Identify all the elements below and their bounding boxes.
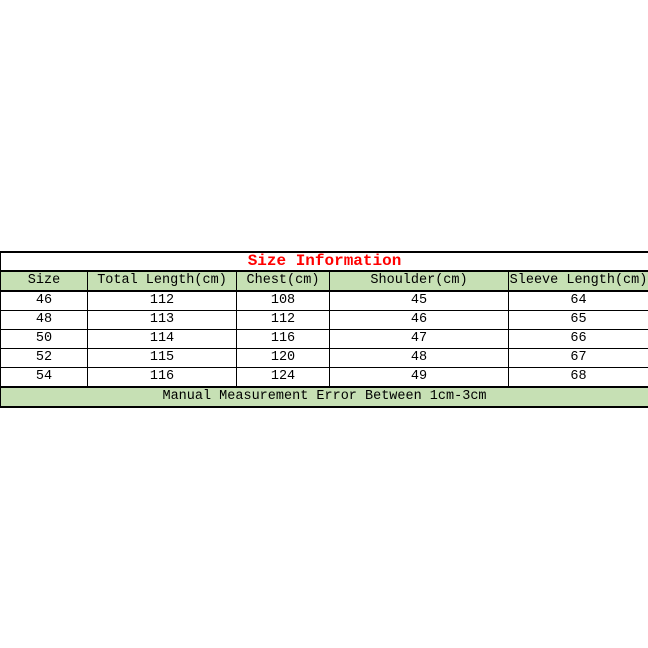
cell-size: 50 xyxy=(0,329,88,349)
footer-row: Manual Measurement Error Between 1cm-3cm xyxy=(0,386,648,408)
cell-shoulder: 47 xyxy=(329,329,509,349)
cell-size: 54 xyxy=(0,367,88,388)
col-header-sleeve-length: Sleeve Length(cm) xyxy=(507,270,648,292)
cell-total-length: 112 xyxy=(87,290,237,311)
table-row: 48 113 112 46 65 xyxy=(0,310,648,330)
cell-shoulder: 49 xyxy=(329,367,509,388)
cell-shoulder: 46 xyxy=(329,310,509,330)
size-information-table: Size Information Size Total Length(cm) C… xyxy=(0,251,648,408)
cell-sleeve-length: 64 xyxy=(507,290,648,311)
cell-shoulder: 48 xyxy=(329,348,509,368)
col-header-shoulder: Shoulder(cm) xyxy=(329,270,509,292)
cell-size: 52 xyxy=(0,348,88,368)
table-row: 52 115 120 48 67 xyxy=(0,348,648,368)
cell-total-length: 115 xyxy=(87,348,237,368)
cell-total-length: 114 xyxy=(87,329,237,349)
cell-size: 46 xyxy=(0,290,88,311)
cell-chest: 124 xyxy=(236,367,330,388)
cell-total-length: 113 xyxy=(87,310,237,330)
col-header-size: Size xyxy=(0,270,88,292)
cell-sleeve-length: 67 xyxy=(507,348,648,368)
table-title: Size Information xyxy=(0,251,648,272)
cell-chest: 112 xyxy=(236,310,330,330)
table-row: 50 114 116 47 66 xyxy=(0,329,648,349)
cell-total-length: 116 xyxy=(87,367,237,388)
cell-sleeve-length: 66 xyxy=(507,329,648,349)
table-row: 54 116 124 49 68 xyxy=(0,367,648,388)
col-header-chest: Chest(cm) xyxy=(236,270,330,292)
cell-chest: 108 xyxy=(236,290,330,311)
table-row: 46 112 108 45 64 xyxy=(0,290,648,311)
cell-sleeve-length: 65 xyxy=(507,310,648,330)
cell-size: 48 xyxy=(0,310,88,330)
cell-chest: 116 xyxy=(236,329,330,349)
col-header-total-length: Total Length(cm) xyxy=(87,270,237,292)
table-footer-note: Manual Measurement Error Between 1cm-3cm xyxy=(0,386,648,408)
cell-shoulder: 45 xyxy=(329,290,509,311)
title-row: Size Information xyxy=(0,251,648,272)
cell-sleeve-length: 68 xyxy=(507,367,648,388)
cell-chest: 120 xyxy=(236,348,330,368)
header-row: Size Total Length(cm) Chest(cm) Shoulder… xyxy=(0,270,648,292)
